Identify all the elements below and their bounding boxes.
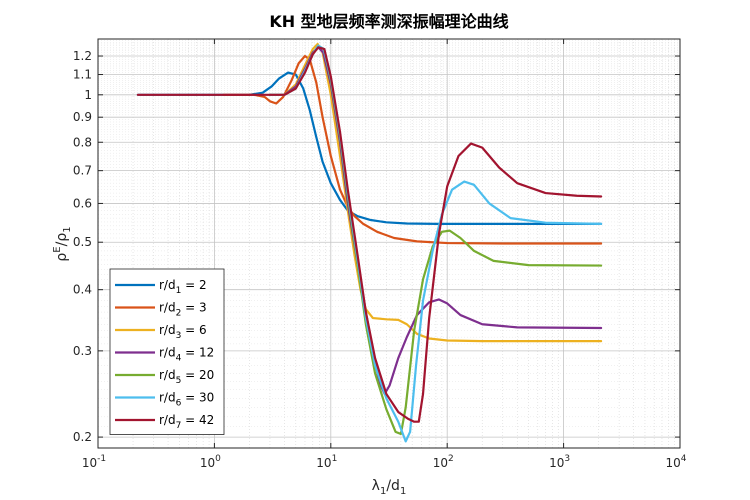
x-tick-label: 10-1 bbox=[82, 454, 106, 470]
y-tick-label: 0.6 bbox=[73, 196, 92, 210]
legend-label-sub: 3 bbox=[176, 331, 182, 341]
legend-label-tail: = 20 bbox=[181, 368, 214, 382]
y-tick-label: 1.2 bbox=[73, 49, 92, 63]
legend-label-base: r/d bbox=[159, 278, 176, 292]
x-tick-label: 102 bbox=[433, 454, 454, 470]
x-tick-exponent: 0 bbox=[215, 454, 221, 464]
legend-entry-6: r/d6 = 30 bbox=[159, 391, 214, 409]
x-tick-base: 10 bbox=[82, 456, 97, 470]
x-tick-base: 10 bbox=[316, 456, 331, 470]
x-tick-base: 10 bbox=[433, 456, 448, 470]
y-label-rho1: /ρ bbox=[54, 233, 70, 247]
y-label-rho: ρ bbox=[54, 253, 70, 262]
y-label-sub: 1 bbox=[62, 226, 73, 232]
x-tick-base: 10 bbox=[200, 456, 215, 470]
x-tick-label: 101 bbox=[316, 454, 337, 470]
legend-label-tail: = 6 bbox=[181, 323, 206, 337]
legend-label-sub: 1 bbox=[176, 286, 182, 296]
legend-label-base: r/d bbox=[159, 413, 176, 427]
y-tick-label: 0.9 bbox=[73, 110, 92, 124]
legend: r/d1 = 2r/d2 = 3r/d3 = 6r/d4 = 12r/d5 = … bbox=[109, 268, 225, 435]
y-tick-label: 1 bbox=[84, 88, 92, 102]
legend-entry-4: r/d4 = 12 bbox=[159, 346, 214, 364]
legend-label-tail: = 2 bbox=[181, 278, 206, 292]
x-tick-exponent: 4 bbox=[681, 454, 687, 464]
legend-entry-5: r/d5 = 20 bbox=[159, 368, 214, 386]
chart-title: KH 型地层频率测深振幅理论曲线 bbox=[269, 12, 508, 31]
x-label-sub: 1 bbox=[380, 486, 386, 497]
x-tick-base: 10 bbox=[665, 456, 680, 470]
axes-box bbox=[97, 38, 681, 449]
x-tick-base: 10 bbox=[549, 456, 564, 470]
y-tick-label: 0.5 bbox=[73, 235, 92, 249]
x-tick-exponent: -1 bbox=[97, 454, 106, 464]
x-tick-exponent: 2 bbox=[448, 454, 454, 464]
x-label-sub: 1 bbox=[400, 486, 406, 497]
x-label-lambda: λ bbox=[372, 478, 380, 494]
legend-label-base: r/d bbox=[159, 301, 176, 315]
x-label-d: /d bbox=[386, 478, 400, 494]
legend-label-tail: = 3 bbox=[181, 301, 206, 315]
x-tick-exponent: 1 bbox=[332, 454, 338, 464]
legend-label-sub: 7 bbox=[176, 421, 182, 431]
legend-label-sub: 5 bbox=[176, 376, 182, 386]
y-tick-label: 0.4 bbox=[73, 283, 92, 297]
x-tick-exponent: 3 bbox=[564, 454, 570, 464]
legend-label-tail: = 42 bbox=[181, 413, 214, 427]
x-axis-label: λ1/d1 bbox=[372, 478, 407, 497]
x-tick-label: 100 bbox=[200, 454, 221, 470]
y-tick-label: 0.2 bbox=[73, 430, 92, 444]
series-line-1 bbox=[136, 71, 603, 225]
legend-entry-2: r/d2 = 3 bbox=[159, 301, 207, 319]
legend-label-base: r/d bbox=[159, 391, 176, 405]
legend-entry-3: r/d3 = 6 bbox=[159, 323, 207, 341]
legend-entry-7: r/d7 = 42 bbox=[159, 413, 214, 431]
y-tick-label: 0.3 bbox=[73, 344, 92, 358]
y-tick-label: 0.8 bbox=[73, 135, 92, 149]
series-layer bbox=[136, 42, 603, 443]
legend-label-sub: 4 bbox=[176, 354, 182, 364]
legend-label-base: r/d bbox=[159, 346, 176, 360]
legend-label-tail: = 12 bbox=[181, 346, 214, 360]
legend-label-tail: = 30 bbox=[181, 391, 214, 405]
series-line-7 bbox=[136, 46, 603, 423]
legend-label-sub: 2 bbox=[176, 309, 182, 319]
series-line-2 bbox=[222, 54, 603, 245]
legend-entry-1: r/d1 = 2 bbox=[159, 278, 207, 296]
x-tick-label: 104 bbox=[665, 454, 686, 470]
legend-label-sub: 6 bbox=[176, 399, 182, 409]
y-label-sup: E bbox=[52, 246, 63, 252]
y-tick-label: 0.7 bbox=[73, 164, 92, 178]
series-line-3 bbox=[268, 42, 603, 343]
y-axis-label: ρE/ρ1 bbox=[52, 226, 73, 261]
x-tick-label: 103 bbox=[549, 454, 570, 470]
legend-label-base: r/d bbox=[159, 323, 176, 337]
y-tick-label: 1.1 bbox=[73, 68, 92, 82]
tick-layer: 10-1 100 101 102 103 1040.20.30.40.50.60.70.8… bbox=[73, 39, 687, 470]
legend-label-base: r/d bbox=[159, 368, 176, 382]
